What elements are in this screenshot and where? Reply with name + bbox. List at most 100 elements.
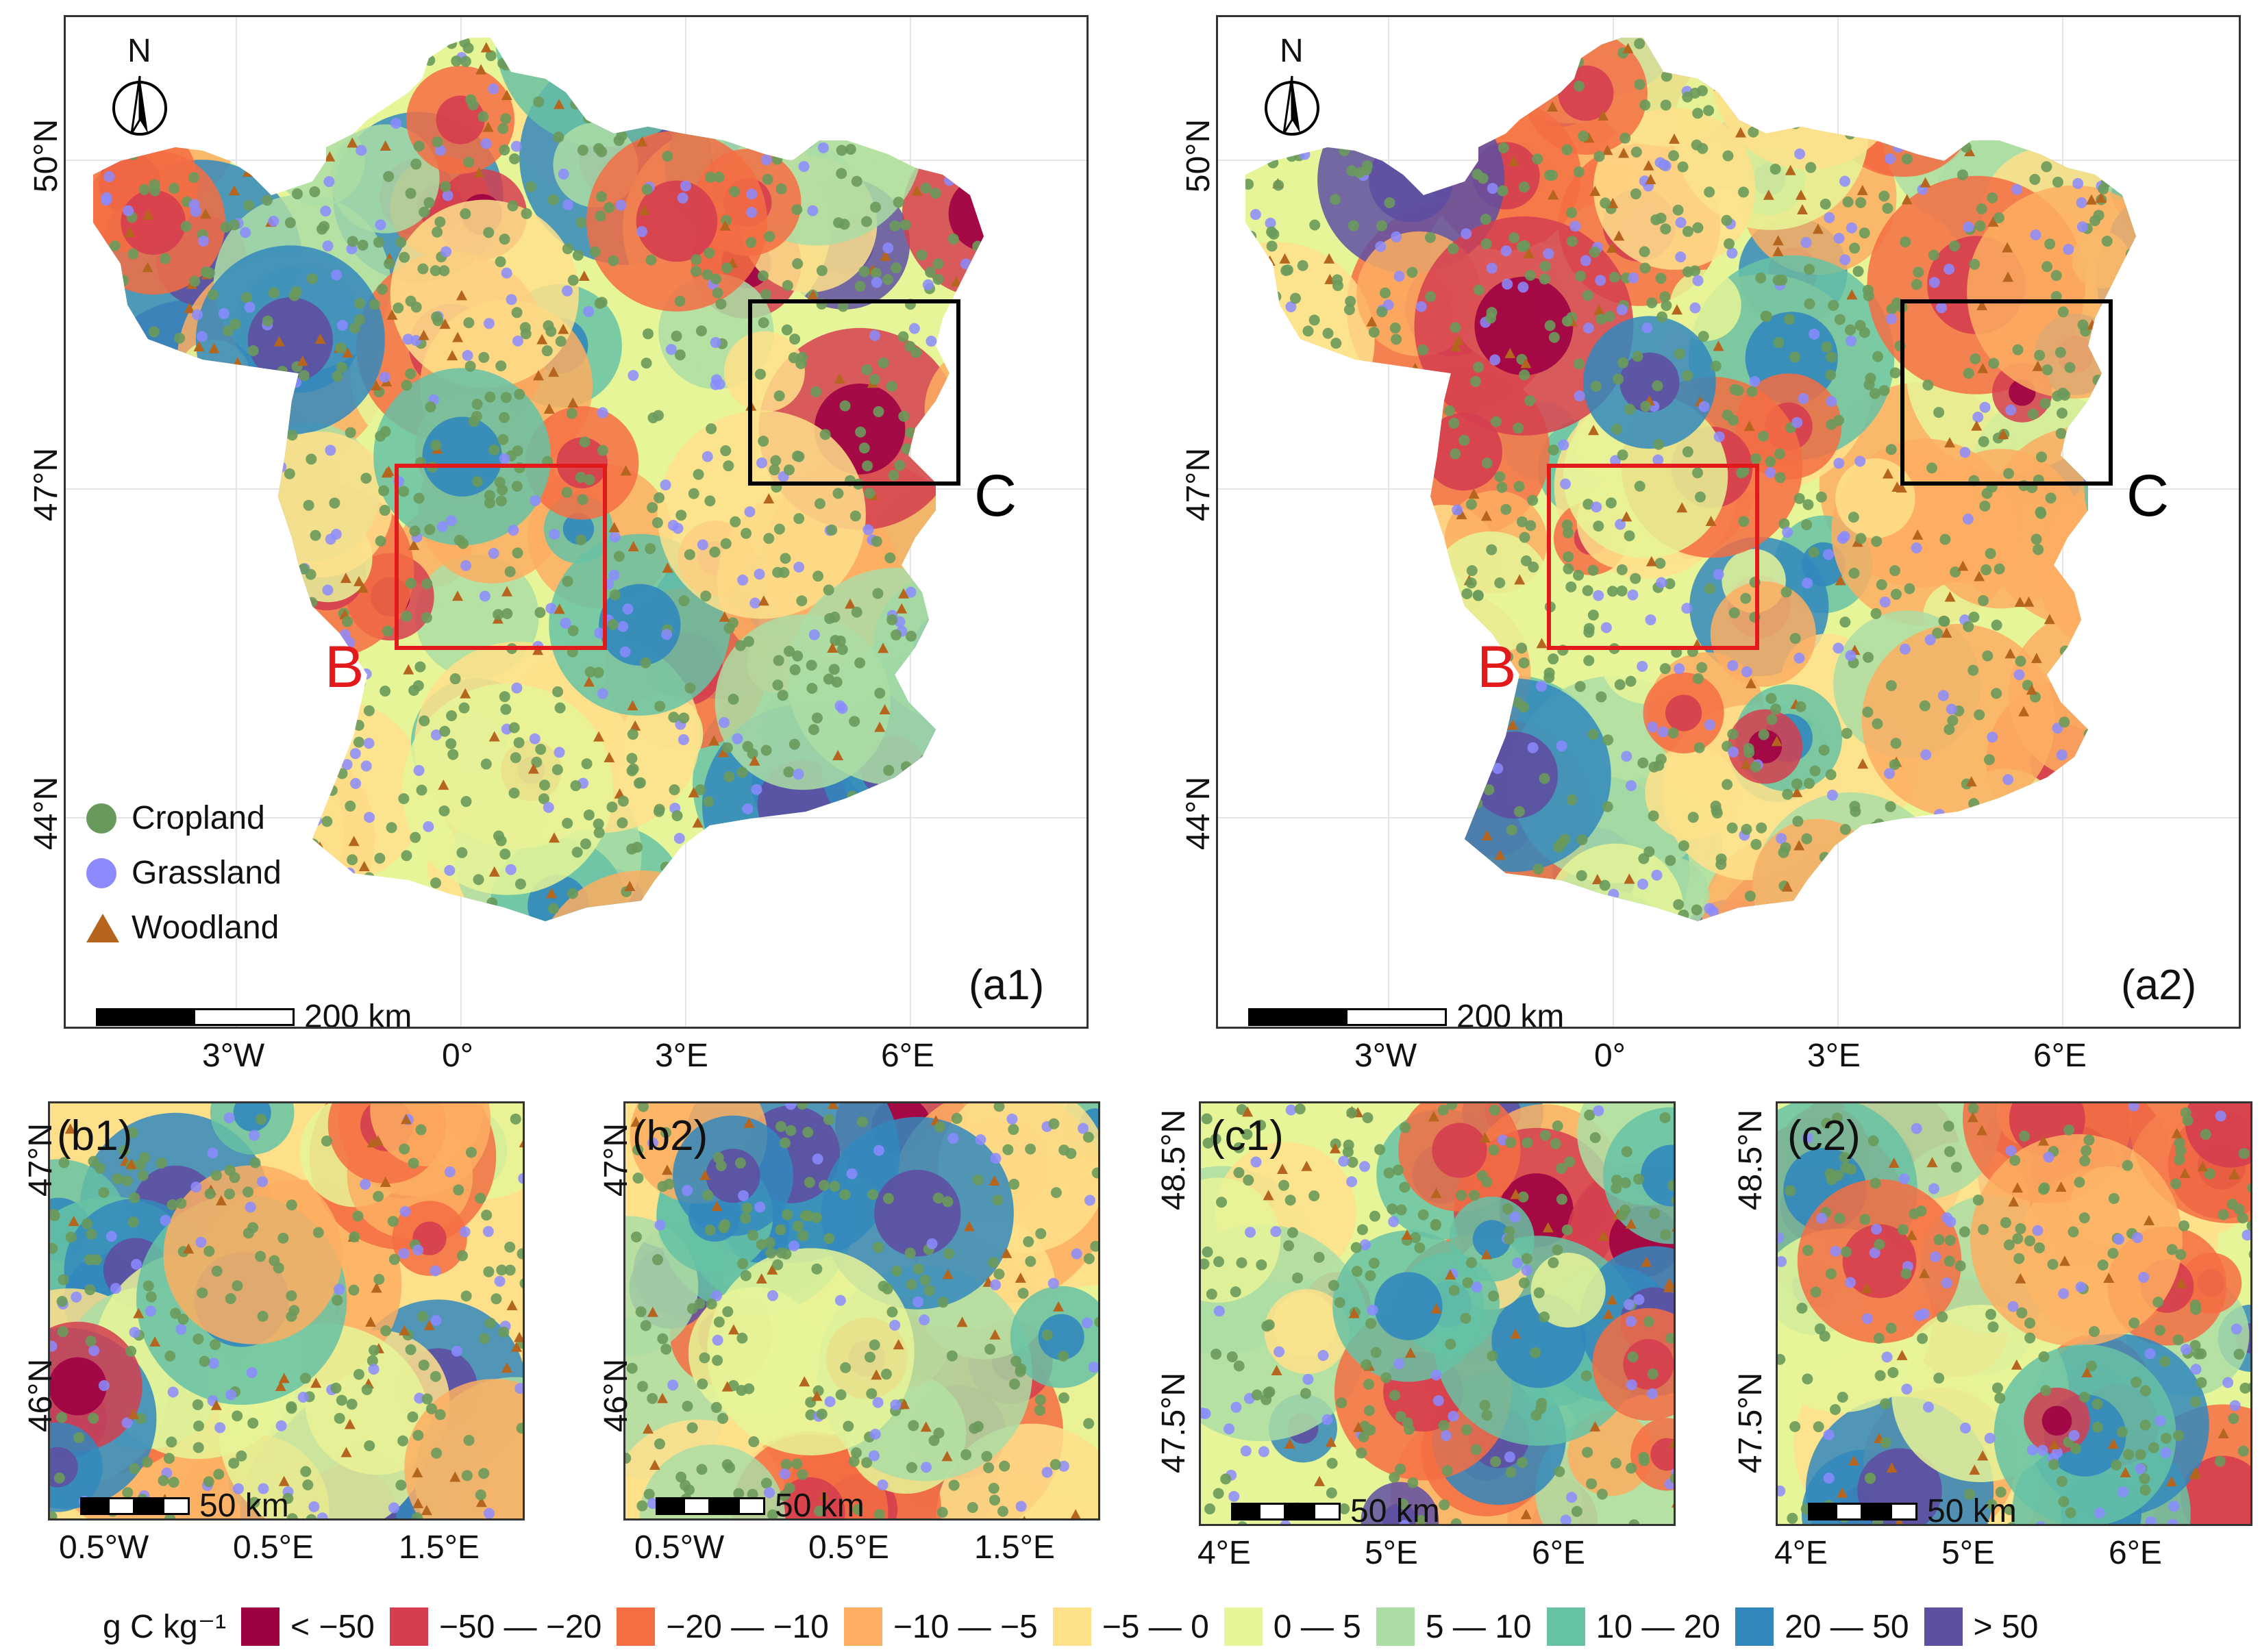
cropland-site — [1634, 480, 1646, 492]
soc-change-core — [2185, 1103, 2250, 1168]
cropland-site — [2197, 625, 2208, 636]
cropland-site — [2134, 631, 2136, 643]
soc-change-core — [1572, 929, 1638, 995]
grassland-site — [1612, 970, 1623, 981]
cropland-site — [353, 70, 364, 82]
cropland-site — [608, 927, 619, 938]
cropland-site — [1738, 186, 1750, 198]
grassland-site — [1920, 749, 1932, 761]
grassland-site — [2144, 1348, 2156, 1360]
cropland-site — [77, 251, 88, 262]
grassland-site — [2160, 1447, 2172, 1459]
cropland-site — [2164, 362, 2175, 373]
cropland-site — [58, 1274, 69, 1286]
soc-change-patch — [1530, 1252, 1606, 1328]
woodland-site — [475, 1497, 487, 1507]
grassland-site — [1512, 1257, 1524, 1268]
grassland-site — [2100, 866, 2111, 878]
grassland-site — [779, 1468, 791, 1480]
cropland-site — [1013, 801, 1024, 812]
cropland-site — [1648, 810, 1659, 822]
woodland-site — [278, 1373, 290, 1384]
woodland-site — [1965, 776, 1977, 787]
grassland-site — [1391, 231, 1402, 242]
soc-change-core — [143, 628, 228, 713]
cropland-site — [234, 977, 245, 988]
cropland-site — [1363, 703, 1375, 714]
cropland-site — [504, 1241, 516, 1253]
grassland-site — [712, 1334, 723, 1346]
grassland-site — [1626, 1379, 1637, 1390]
cropland-site — [2031, 534, 2042, 545]
cropland-site — [342, 616, 353, 627]
cropland-site — [772, 566, 784, 578]
grassland-site — [1860, 38, 1872, 44]
grassland-site — [363, 738, 375, 749]
woodland-site — [1069, 370, 1080, 380]
woodland-site — [210, 1399, 222, 1410]
woodland-site — [2123, 861, 2135, 872]
cropland-site — [642, 328, 654, 340]
cropland-site — [1656, 311, 1668, 323]
cropland-site — [110, 290, 122, 302]
grassland-site — [751, 784, 762, 795]
woodland-site — [1076, 968, 1086, 978]
soc-change-patch — [154, 409, 294, 549]
cropland-site — [1573, 358, 1585, 370]
woodland-site — [1944, 437, 1956, 448]
cropland-site — [934, 1121, 946, 1133]
cropland-site — [704, 247, 715, 259]
cropland-site — [631, 114, 643, 125]
cropland-site — [323, 944, 334, 955]
cropland-site — [1722, 779, 1733, 790]
grassland-site — [1035, 308, 1046, 319]
cropland-site — [1528, 561, 1539, 573]
cropland-site — [1859, 327, 1870, 338]
cropland-site — [519, 1278, 523, 1289]
grassland-site — [1959, 447, 1971, 458]
grassland-site — [442, 190, 454, 201]
woodland-site — [451, 590, 463, 601]
grassland-site — [707, 23, 718, 34]
cropland-site — [1021, 800, 1032, 811]
cropland-site — [410, 831, 421, 843]
cropland-site — [1634, 38, 1646, 49]
cropland-site — [535, 744, 547, 755]
cropland-site — [570, 780, 582, 792]
cropland-site — [180, 221, 192, 232]
grassland-site — [240, 945, 251, 956]
grassland-site — [1776, 833, 1787, 844]
cropland-site — [1369, 1210, 1380, 1222]
woodland-site — [142, 262, 153, 273]
grassland-site — [218, 308, 229, 319]
grassland-site — [2075, 1281, 2087, 1293]
cropland-site — [1634, 79, 1646, 90]
cropland-site — [2059, 716, 2070, 728]
cropland-site — [2035, 508, 2047, 519]
woodland-site — [2144, 1214, 2155, 1225]
grassland-site — [1060, 988, 1071, 999]
soc-change-core — [193, 447, 256, 511]
cropland-site — [640, 1320, 651, 1331]
grassland-site — [2138, 1271, 2150, 1283]
grassland-site — [195, 1236, 207, 1248]
cropland-site — [321, 816, 333, 827]
cropland-site — [495, 256, 506, 268]
cropland-site — [145, 1291, 157, 1303]
cropland-site — [1750, 838, 1762, 850]
grassland-site — [710, 337, 721, 349]
cropland-site — [1300, 1388, 1311, 1399]
cropland-site — [1548, 1257, 1559, 1268]
soc-change-core — [93, 732, 108, 768]
cropland-site — [2015, 884, 2026, 896]
cropland-site — [1984, 59, 1996, 71]
grassland-site — [1058, 1460, 1069, 1472]
cropland-site — [432, 315, 444, 327]
grassland-site — [227, 420, 238, 431]
lat-tick: 44°N — [28, 776, 65, 851]
cropland-site — [647, 1392, 658, 1404]
cropland-site — [1343, 304, 1355, 316]
cropland-site — [121, 1175, 133, 1187]
soc-change-patch — [999, 782, 1089, 916]
cropland-site — [399, 1143, 410, 1155]
